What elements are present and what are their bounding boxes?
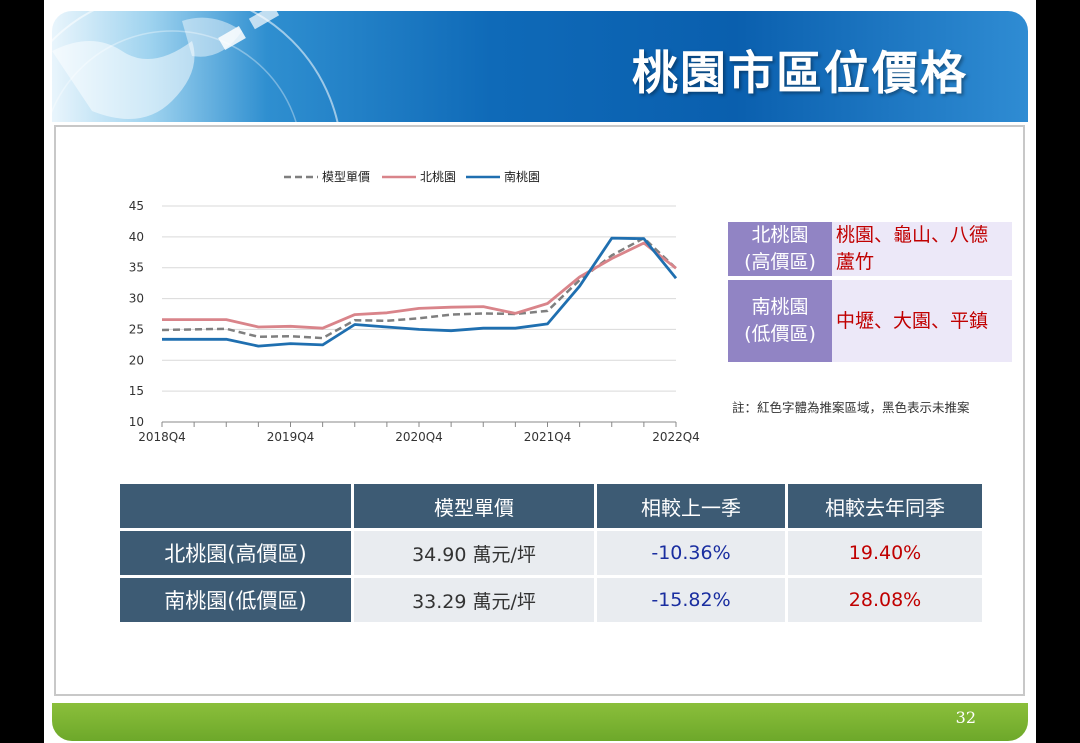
chart-legend: 模型單價 北桃園 南桃園 bbox=[284, 169, 540, 184]
region-row-north: 北桃園 (高價區) 桃園、龜山、八德 蘆竹 bbox=[728, 222, 1012, 276]
row-qoq: -15.82% bbox=[595, 575, 788, 622]
page-title: 桃園市區位價格 bbox=[632, 46, 968, 100]
price-line-chart: 10 15 20 25 30 35 40 45 2018Q4 2019Q4 2020Q4 2021Q… bbox=[129, 169, 700, 444]
row-price: 33.29 萬元/坪 bbox=[352, 575, 597, 622]
stats-header-row: 模型單價 相較上一季 相較去年同季 bbox=[120, 484, 985, 530]
row-name: 南桃園(低價區) bbox=[120, 575, 354, 622]
row-yoy: 28.08% bbox=[786, 575, 985, 622]
series-line-南桃園 bbox=[162, 236, 678, 348]
row-price: 34.90 萬元/坪 bbox=[352, 528, 597, 577]
y-tick-label: 30 bbox=[129, 292, 144, 306]
series-lines bbox=[161, 236, 678, 348]
legend-label: 北桃園 bbox=[420, 169, 456, 184]
region-areas: 中壢、大園、平鎮 bbox=[832, 280, 1012, 362]
content-frame: 10 15 20 25 30 35 40 45 2018Q4 2019Q4 2020Q4 2021Q… bbox=[54, 125, 1025, 696]
y-tick-label: 35 bbox=[129, 261, 144, 275]
stats-header-price: 模型單價 bbox=[352, 484, 597, 530]
stats-table: 模型單價 相較上一季 相較去年同季 北桃園(高價區) 34.90 萬元/坪 -1… bbox=[120, 484, 985, 622]
region-row-south: 南桃園 (低價區) 中壢、大園、平鎮 bbox=[728, 280, 1012, 362]
x-tick-label: 2018Q4 bbox=[138, 430, 186, 444]
x-tick-label: 2019Q4 bbox=[267, 430, 315, 444]
region-label: 南桃園 (低價區) bbox=[728, 280, 832, 362]
y-tick-label: 15 bbox=[129, 384, 144, 398]
globe-graphic bbox=[52, 11, 339, 122]
footer-bar: 32 bbox=[52, 703, 1028, 741]
x-tick-labels: 2018Q4 2019Q4 2020Q4 2021Q4 2022Q4 bbox=[138, 430, 700, 444]
stats-header-empty bbox=[120, 484, 354, 530]
slide: 桃園市區位價格 10 15 20 25 30 35 40 45 2018Q4 2019Q4 202… bbox=[44, 0, 1036, 743]
table-row: 北桃園(高價區) 34.90 萬元/坪 -10.36% 19.40% bbox=[120, 528, 985, 577]
region-areas: 桃園、龜山、八德 蘆竹 bbox=[832, 222, 1012, 276]
page-number: 32 bbox=[955, 708, 976, 727]
y-tick-label: 45 bbox=[129, 199, 144, 213]
row-qoq: -10.36% bbox=[595, 528, 788, 577]
y-tick-label: 20 bbox=[129, 353, 144, 367]
chart-axes bbox=[161, 421, 677, 427]
x-tick-label: 2022Q4 bbox=[652, 430, 700, 444]
header-banner: 桃園市區位價格 bbox=[52, 11, 1028, 122]
footnote: 註：紅色字體為推案區域，黑色表示未推案 bbox=[732, 400, 970, 415]
x-tick-label: 2021Q4 bbox=[524, 430, 572, 444]
y-tick-label: 25 bbox=[129, 322, 144, 336]
stats-header-yoy: 相較去年同季 bbox=[786, 484, 985, 530]
legend-label: 南桃園 bbox=[504, 169, 540, 184]
row-yoy: 19.40% bbox=[786, 528, 985, 577]
row-name: 北桃園(高價區) bbox=[120, 528, 354, 577]
x-tick-label: 2020Q4 bbox=[395, 430, 443, 444]
region-label: 北桃園 (高價區) bbox=[728, 222, 832, 276]
y-tick-labels: 10 15 20 25 30 35 40 45 bbox=[129, 199, 144, 429]
y-tick-label: 10 bbox=[129, 415, 144, 429]
chart-grid bbox=[162, 205, 676, 392]
stats-header-qoq: 相較上一季 bbox=[595, 484, 788, 530]
legend-label: 模型單價 bbox=[322, 170, 370, 184]
region-table: 北桃園 (高價區) 桃園、龜山、八德 蘆竹 南桃園 (低價區) 中壢、大園、平鎮 bbox=[728, 222, 1012, 362]
y-tick-label: 40 bbox=[129, 230, 144, 244]
table-row: 南桃園(低價區) 33.29 萬元/坪 -15.82% 28.08% bbox=[120, 575, 985, 622]
